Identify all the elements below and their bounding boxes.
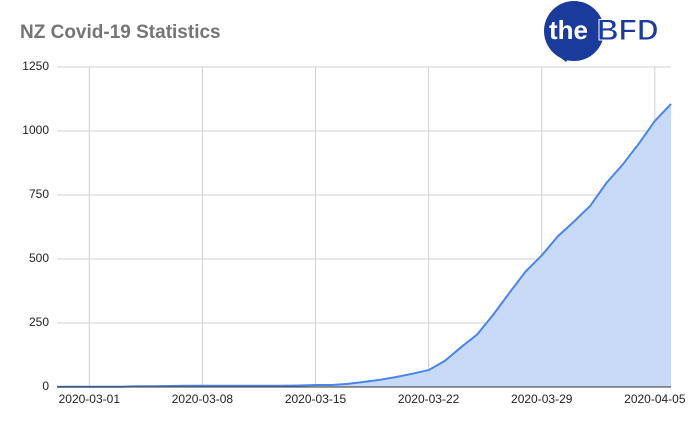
y-tick-label: 0 — [42, 379, 49, 393]
y-tick-label: 750 — [29, 187, 49, 201]
logo-bfd: BFD — [597, 14, 659, 47]
x-tick-label: 2020-03-08 — [172, 392, 234, 406]
line — [57, 103, 672, 388]
logo-the: the — [549, 15, 588, 45]
y-tick-label: 1250 — [22, 59, 49, 73]
area — [57, 103, 671, 388]
y-tick-label: 250 — [29, 315, 49, 329]
y-tick-label: 500 — [29, 251, 49, 265]
x-tick-label: 2020-03-22 — [398, 392, 460, 406]
logo-tail — [556, 54, 570, 62]
x-tick-label: 2020-03-01 — [59, 392, 121, 406]
x-tick-label: 2020-04-05 — [624, 392, 686, 406]
logo: the BFD — [544, 1, 659, 62]
logo-circle — [544, 1, 604, 61]
chart-title: NZ Covid-19 Statistics — [20, 22, 221, 43]
x-tick-label: 2020-03-15 — [285, 392, 347, 406]
x-tick-label: 2020-03-29 — [511, 392, 573, 406]
y-tick-label: 1000 — [22, 123, 49, 137]
